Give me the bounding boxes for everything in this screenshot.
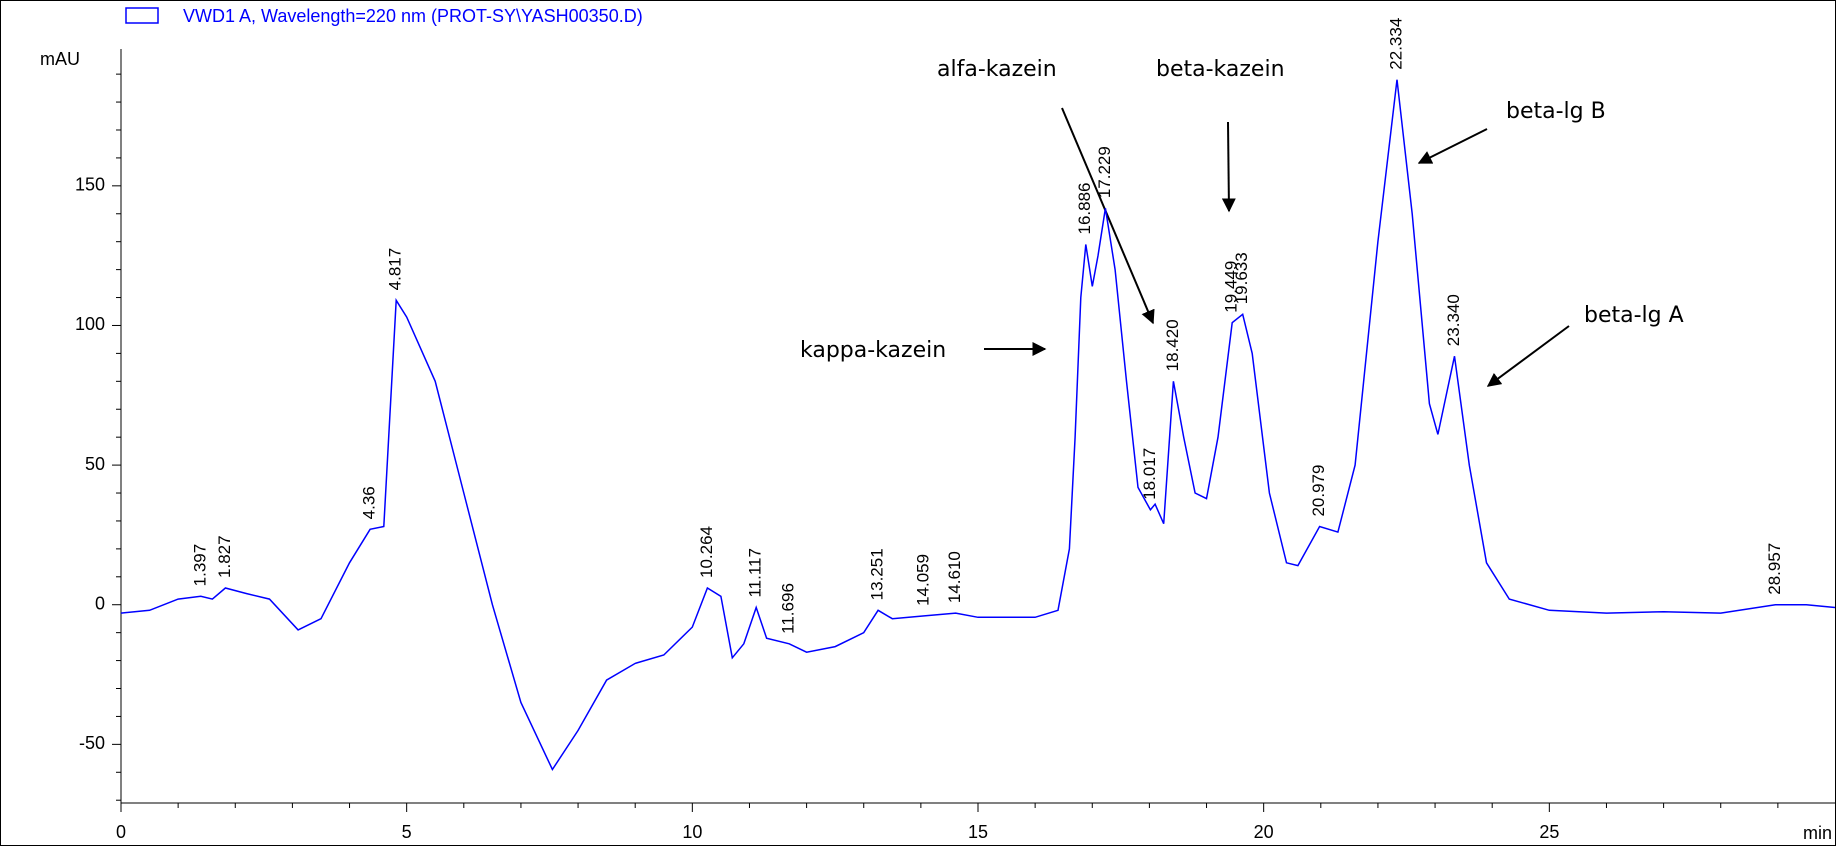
peak-label: 14.610 <box>945 551 964 603</box>
annotation: beta-kazein <box>1156 57 1285 82</box>
peak-label: 1.827 <box>215 535 234 578</box>
x-tick-label: 0 <box>116 822 126 842</box>
peak-label: 14.059 <box>914 554 933 606</box>
peak-label: 18.420 <box>1163 319 1182 371</box>
y-tick-label: 50 <box>85 454 105 474</box>
peak-label: 16.886 <box>1075 182 1094 234</box>
annotation: alfa-kazein <box>937 57 1057 82</box>
peak-label: 17.229 <box>1095 146 1114 198</box>
peak-label: 22.334 <box>1387 18 1406 70</box>
peak-label: 1.397 <box>190 544 209 587</box>
legend-label: VWD1 A, Wavelength=220 nm (PROT-SY\YASH0… <box>183 6 643 26</box>
peak-label: 28.957 <box>1765 543 1784 595</box>
arrow <box>1486 325 1570 387</box>
x-tick-label: 5 <box>402 822 412 842</box>
x-axis-label: min <box>1803 823 1832 843</box>
peak-label: 19.633 <box>1232 252 1251 304</box>
y-axis-label: mAU <box>40 49 80 69</box>
peak-label: 13.251 <box>868 548 887 600</box>
arrow <box>1417 128 1488 164</box>
peak-label: 18.017 <box>1140 448 1159 500</box>
peak-label: 10.264 <box>697 526 716 578</box>
annotation: kappa-kazein <box>800 338 946 363</box>
y-tick-label: 0 <box>95 593 105 613</box>
arrow <box>1221 121 1236 213</box>
arrows <box>984 107 1570 387</box>
x-tick-label: 20 <box>1254 822 1274 842</box>
peak-label: 19.449 <box>1222 261 1241 313</box>
peak-label: 11.696 <box>779 583 798 634</box>
x-tick-label: 10 <box>682 822 702 842</box>
x-tick-label: 25 <box>1539 822 1559 842</box>
peak-label: 23.340 <box>1444 294 1463 346</box>
y-tick-label: 100 <box>75 314 105 334</box>
peak-label: 11.117 <box>746 548 765 597</box>
annotation: beta-lg A <box>1584 303 1684 328</box>
annotation: beta-lg B <box>1506 99 1606 124</box>
y-tick-label: -50 <box>79 733 105 753</box>
x-tick-label: 15 <box>968 822 988 842</box>
peak-label: 20.979 <box>1309 465 1328 517</box>
peak-label: 4.36 <box>360 486 379 519</box>
legend-swatch <box>125 7 159 24</box>
trace <box>120 79 1836 772</box>
arrow <box>1061 107 1155 325</box>
peak-label: 4.817 <box>386 248 405 291</box>
y-tick-label: 150 <box>75 175 105 195</box>
